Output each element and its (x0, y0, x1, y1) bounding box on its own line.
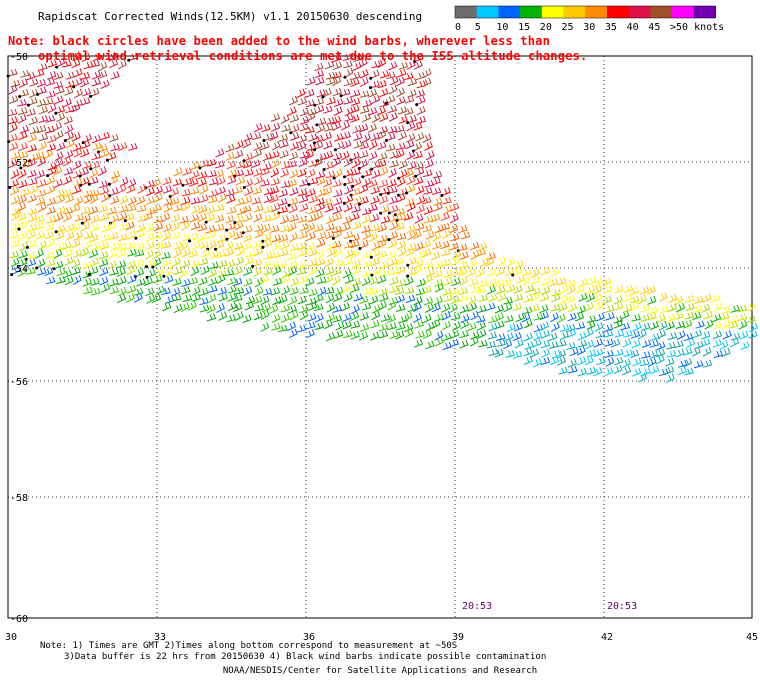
legend-swatch (455, 6, 478, 18)
lon-tick-label: 36 (303, 632, 315, 643)
legend-label: 0 (455, 22, 461, 33)
footer-line-1: Note: 1) Times are GMT 2)Times along bot… (40, 641, 458, 651)
legend-swatch (585, 6, 608, 18)
map-title: Rapidscat Corrected Winds(12.5KM) v1.1 2… (38, 10, 423, 23)
lat-tick-label: -52 (10, 158, 28, 169)
legend-swatch (498, 6, 521, 18)
legend-swatch (693, 6, 716, 18)
legend-label: 45 (648, 22, 660, 33)
time-label-2: 20:53 (607, 601, 637, 612)
legend-label: >50 knots (670, 22, 724, 33)
legend-swatch (650, 6, 673, 18)
lat-tick-label: -60 (10, 614, 28, 625)
legend-label: 20 (540, 22, 552, 33)
legend-swatch (476, 6, 499, 18)
lat-tick-label: -56 (10, 377, 28, 388)
legend-swatch (541, 6, 564, 18)
legend-label: 15 (518, 22, 530, 33)
legend-label: 5 (475, 22, 481, 33)
lat-tick-label: -58 (10, 493, 28, 504)
lon-tick-label: 42 (601, 632, 613, 643)
wind-barbs (6, 51, 758, 383)
wind-speed-legend: 0 5 10 15 20 25 30 35 40 45 >50 knots (454, 5, 724, 33)
lon-tick-label: 39 (452, 632, 464, 643)
legend-label: 25 (562, 22, 574, 33)
legend-swatch (628, 6, 651, 18)
legend-label: 30 (583, 22, 595, 33)
legend-swatch (672, 6, 695, 18)
axis-labels: 30 33 36 39 42 45 -50 -52 -54 -56 -58 -60 (5, 52, 758, 643)
legend-swatch (606, 6, 630, 18)
lon-tick-label: 30 (5, 632, 17, 643)
legend-label: 40 (627, 22, 639, 33)
footer-credit: NOAA/NESDIS/Center for Satellite Applica… (222, 666, 538, 676)
note-text: Note: black circles have been added to t… (8, 34, 587, 64)
legend-swatch (563, 6, 586, 18)
lat-tick-label: -50 (10, 52, 28, 63)
footer-line-2: 3)Data buffer is 22 hrs from 20150630 4)… (64, 652, 547, 662)
legend-swatch (520, 6, 543, 18)
legend-label: 10 (496, 22, 508, 33)
lon-tick-label: 33 (154, 632, 166, 643)
lat-tick-label: -54 (10, 264, 28, 275)
note-line-2: optimal wind retrieval conditions are me… (38, 49, 588, 63)
note-line-1: Note: black circles have been added to t… (8, 34, 550, 48)
legend-label: 35 (605, 22, 617, 33)
lon-tick-label: 45 (746, 632, 758, 643)
time-label-1: 20:53 (462, 601, 492, 612)
